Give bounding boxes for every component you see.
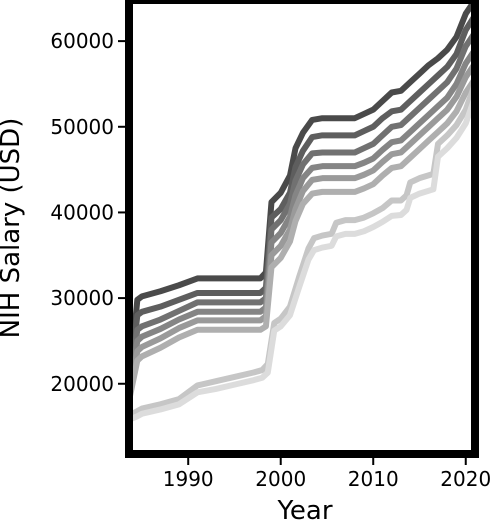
series-line-4 [129, 48, 475, 398]
series-line-1 [129, 0, 475, 389]
x-tick-label: 2000 [255, 467, 306, 491]
x-axis-ticks: 1990 2000 2010 2020 [163, 458, 491, 491]
y-tick-label: 30000 [50, 286, 114, 310]
y-axis-label: NIH Salary (USD) [0, 118, 26, 339]
y-axis-ticks: 20000 30000 40000 50000 60000 [50, 29, 125, 396]
y-tick-label: 40000 [50, 200, 114, 224]
y-tick-label: 60000 [50, 29, 114, 53]
x-tick-label: 2010 [348, 467, 399, 491]
y-tick-label: 20000 [50, 372, 114, 396]
y-tick-label: 50000 [50, 115, 114, 139]
plot-frame [125, 0, 479, 458]
series-line-7 [129, 82, 475, 419]
series-line-3 [129, 30, 475, 396]
series-line-8 [129, 95, 475, 423]
x-tick-label: 1990 [163, 467, 214, 491]
series-line-5 [129, 61, 475, 400]
series-layer [129, 0, 475, 423]
series-line-2 [129, 13, 475, 393]
x-axis-label: Year [276, 496, 332, 526]
series-line-6 [129, 77, 475, 402]
x-tick-label: 2020 [440, 467, 491, 491]
